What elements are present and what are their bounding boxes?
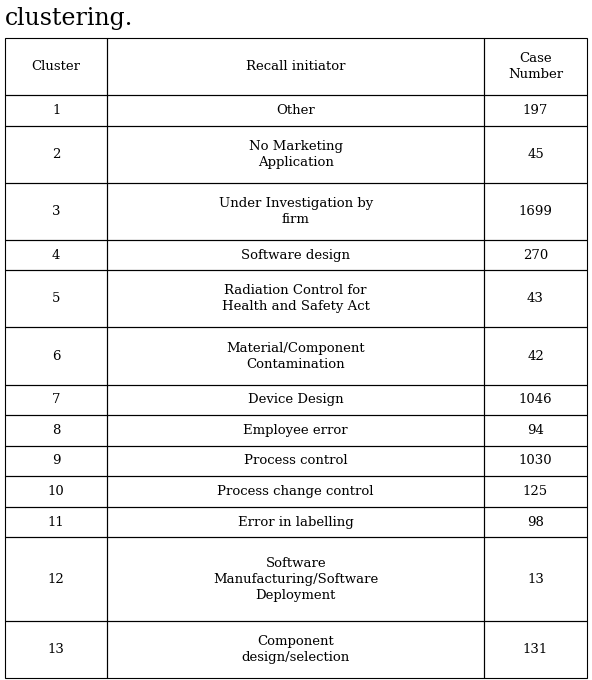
Bar xyxy=(5,183,107,240)
Text: Software design: Software design xyxy=(241,249,350,262)
Text: Process change control: Process change control xyxy=(217,485,374,498)
Text: 1030: 1030 xyxy=(519,454,552,467)
Text: 42: 42 xyxy=(527,350,544,362)
Bar xyxy=(107,507,484,537)
Bar xyxy=(107,95,484,126)
Bar xyxy=(107,621,484,678)
Text: Device Design: Device Design xyxy=(248,393,343,407)
Text: Component
design/selection: Component design/selection xyxy=(242,635,350,664)
Bar xyxy=(484,328,587,385)
Text: 43: 43 xyxy=(527,292,544,305)
Text: Process control: Process control xyxy=(244,454,348,467)
Text: 98: 98 xyxy=(527,515,544,528)
Text: 3: 3 xyxy=(52,205,60,218)
Bar xyxy=(5,385,107,415)
Bar xyxy=(107,328,484,385)
Bar xyxy=(484,95,587,126)
Text: Employee error: Employee error xyxy=(243,424,348,437)
Bar xyxy=(107,240,484,271)
Bar xyxy=(107,183,484,240)
Bar xyxy=(484,240,587,271)
Bar xyxy=(107,445,484,476)
Bar xyxy=(484,537,587,621)
Bar xyxy=(5,476,107,507)
Bar xyxy=(5,415,107,445)
Text: Cluster: Cluster xyxy=(32,60,81,73)
Bar xyxy=(5,38,107,95)
Text: 125: 125 xyxy=(523,485,548,498)
Bar xyxy=(5,445,107,476)
Bar xyxy=(484,507,587,537)
Bar xyxy=(5,507,107,537)
Bar xyxy=(484,126,587,183)
Bar xyxy=(484,38,587,95)
Bar xyxy=(5,328,107,385)
Text: 10: 10 xyxy=(48,485,65,498)
Text: clustering.: clustering. xyxy=(5,7,133,30)
Bar xyxy=(5,126,107,183)
Bar xyxy=(107,271,484,328)
Text: 6: 6 xyxy=(52,350,60,362)
Text: 45: 45 xyxy=(527,148,544,160)
Text: 11: 11 xyxy=(48,515,65,528)
Text: 131: 131 xyxy=(523,643,548,656)
Text: 13: 13 xyxy=(527,573,544,585)
Text: 9: 9 xyxy=(52,454,60,467)
Bar xyxy=(5,95,107,126)
Bar xyxy=(484,621,587,678)
Bar xyxy=(5,271,107,328)
Bar xyxy=(107,38,484,95)
Text: 13: 13 xyxy=(48,643,65,656)
Bar xyxy=(107,385,484,415)
Bar xyxy=(107,476,484,507)
Text: Case
Number: Case Number xyxy=(508,52,563,81)
Bar xyxy=(5,240,107,271)
Text: Software
Manufacturing/Software
Deployment: Software Manufacturing/Software Deployme… xyxy=(213,557,378,602)
Bar xyxy=(5,621,107,678)
Text: 8: 8 xyxy=(52,424,60,437)
Text: 270: 270 xyxy=(523,249,548,262)
Text: 1046: 1046 xyxy=(519,393,552,407)
Bar xyxy=(484,183,587,240)
Bar xyxy=(107,415,484,445)
Bar xyxy=(484,476,587,507)
Text: 12: 12 xyxy=(48,573,65,585)
Text: 7: 7 xyxy=(52,393,60,407)
Text: Under Investigation by
firm: Under Investigation by firm xyxy=(218,197,373,226)
Text: 94: 94 xyxy=(527,424,544,437)
Text: Recall initiator: Recall initiator xyxy=(246,60,346,73)
Text: 1: 1 xyxy=(52,104,60,117)
Text: Material/Component
Contamination: Material/Component Contamination xyxy=(226,341,365,371)
Bar xyxy=(107,126,484,183)
Text: 5: 5 xyxy=(52,292,60,305)
Text: 2: 2 xyxy=(52,148,60,160)
Text: Other: Other xyxy=(276,104,315,117)
Text: 1699: 1699 xyxy=(519,205,552,218)
Text: Radiation Control for
Health and Safety Act: Radiation Control for Health and Safety … xyxy=(222,284,369,313)
Bar xyxy=(484,271,587,328)
Bar xyxy=(5,537,107,621)
Bar xyxy=(107,537,484,621)
Bar xyxy=(484,415,587,445)
Text: Error in labelling: Error in labelling xyxy=(238,515,353,528)
Text: No Marketing
Application: No Marketing Application xyxy=(249,139,343,169)
Bar xyxy=(484,445,587,476)
Bar xyxy=(484,385,587,415)
Text: 4: 4 xyxy=(52,249,60,262)
Text: 197: 197 xyxy=(523,104,548,117)
